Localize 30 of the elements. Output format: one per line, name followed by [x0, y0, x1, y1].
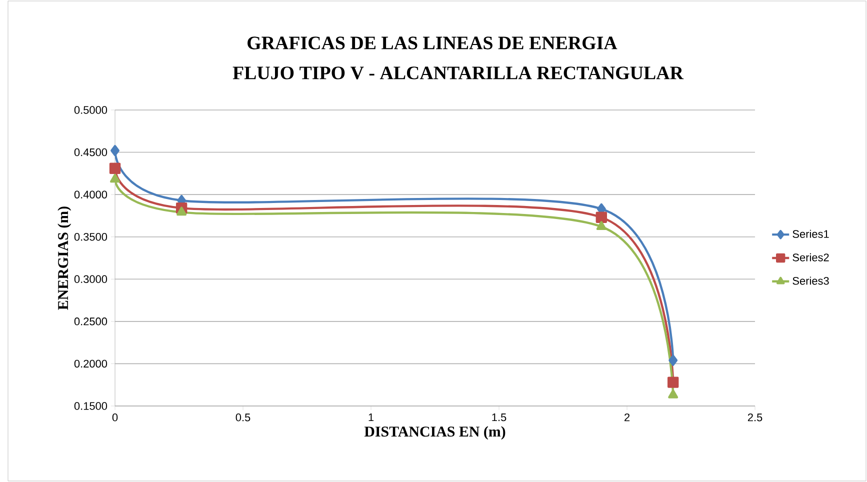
point	[667, 376, 679, 388]
y-tick-label: 0.4000	[74, 190, 108, 198]
legend-label: Series3	[792, 276, 829, 285]
point	[668, 354, 678, 366]
chart-title: GRAFICAS DE LAS LINEAS DE ENERGIA	[248, 36, 618, 50]
legend-label: Series1	[792, 230, 829, 238]
y-tick-label: 0.5000	[74, 106, 108, 114]
point	[596, 221, 606, 230]
y-tick-label: 0.3500	[74, 232, 108, 241]
point	[596, 212, 608, 223]
x-tick-label: 0	[112, 414, 118, 422]
point	[110, 144, 120, 156]
point	[110, 174, 120, 183]
x-tick-label: 2	[624, 414, 630, 422]
point	[109, 162, 121, 174]
x-tick-label: 1	[368, 414, 374, 422]
x-tick-label: 2.5	[748, 414, 762, 422]
chart-subtitle: FLUJO TIPO V - ALCANTARILLA RECTANGULAR	[232, 66, 684, 80]
x-tick-label: 1.5	[492, 414, 506, 422]
x-tick-label: 0.5	[236, 414, 250, 422]
y-tick-label: 0.2000	[74, 360, 108, 368]
x-axis-title: DISTANCIAS EN (m)	[364, 426, 506, 440]
legend-label: Series2	[792, 253, 829, 262]
y-tick-label: 0.2500	[74, 318, 108, 326]
y-tick-label: 0.3000	[74, 275, 108, 284]
y-axis-title: ENERGIAS (m)	[58, 206, 72, 310]
y-tick-label: 0.1500	[74, 402, 108, 410]
point	[176, 206, 187, 216]
y-tick-label: 0.4500	[74, 148, 108, 156]
point	[668, 389, 678, 398]
